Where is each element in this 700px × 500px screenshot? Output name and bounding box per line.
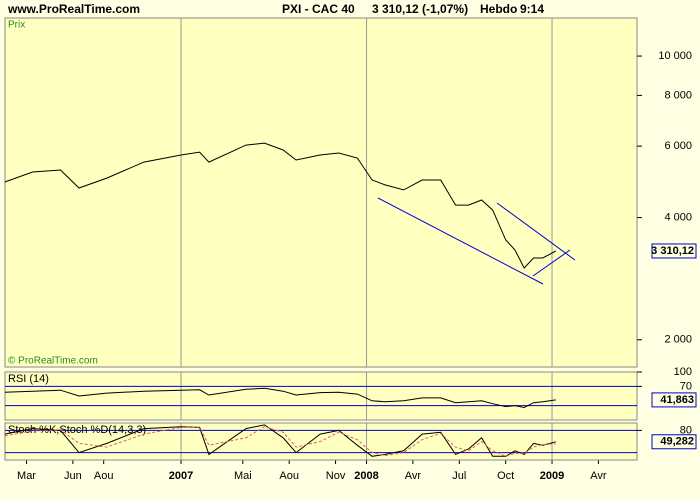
y-tick-label: 6 000 [664,140,692,152]
x-tick-label: 2008 [354,470,378,482]
x-tick-label: Nov [326,470,346,482]
x-tick-label: Aou [94,470,114,482]
series-line [4,142,557,269]
series-line [4,387,556,409]
x-tick-label: Jul [452,470,466,482]
trend-lines [377,197,576,285]
period: Hebdo [480,2,517,16]
trend-line [377,197,544,285]
panel-title: Stoch %K,Stoch %D(14,3,3) [8,424,146,436]
x-tick-label: Jun [64,470,82,482]
x-tick-label: 2007 [169,470,193,482]
panel-title: RSI (14) [8,373,49,385]
trend-line [532,249,571,277]
x-tick-label: Mai [234,470,252,482]
y-tick-label: 2 000 [664,334,692,346]
y-tick-label: 70 [680,380,692,392]
x-tick-label: Oct [497,470,514,482]
panel-title: Prix [8,20,25,31]
y-tick-label: 80 [680,424,692,436]
last-value-box [651,392,697,408]
y-tick-label: 8 000 [664,89,692,101]
time: 9:14 [520,2,544,16]
source: © ProRealTime.com [8,356,98,367]
y-tick-label: 4 000 [664,212,692,224]
trend-line [496,202,576,261]
y-tick-label: 100 [674,366,692,378]
panel [4,17,638,368]
series-line [4,424,556,457]
series-line [4,426,556,457]
last-value-box [651,434,697,450]
x-tick-label: Avr [590,470,607,482]
x-tick-label: Avr [405,470,422,482]
quote: 3 310,12 (-1,07%) [372,2,468,16]
x-tick-label: Mar [17,470,36,482]
site: www.ProRealTime.com [7,2,140,16]
panel [4,371,638,421]
last-value-box [651,243,697,259]
last-value-label: 49,282 [660,436,694,448]
x-tick-label: 2009 [540,470,564,482]
x-tick-label: Aou [279,470,299,482]
last-value-label: 3 310,12 [651,245,694,257]
instrument: PXI - CAC 40 [282,2,355,16]
last-value-label: 41,863 [660,394,694,406]
y-tick-label: 10 000 [658,50,692,62]
panels: 2 000 4 000 6 000 8 000 10 000 Prix © ProRealT… [4,17,697,482]
